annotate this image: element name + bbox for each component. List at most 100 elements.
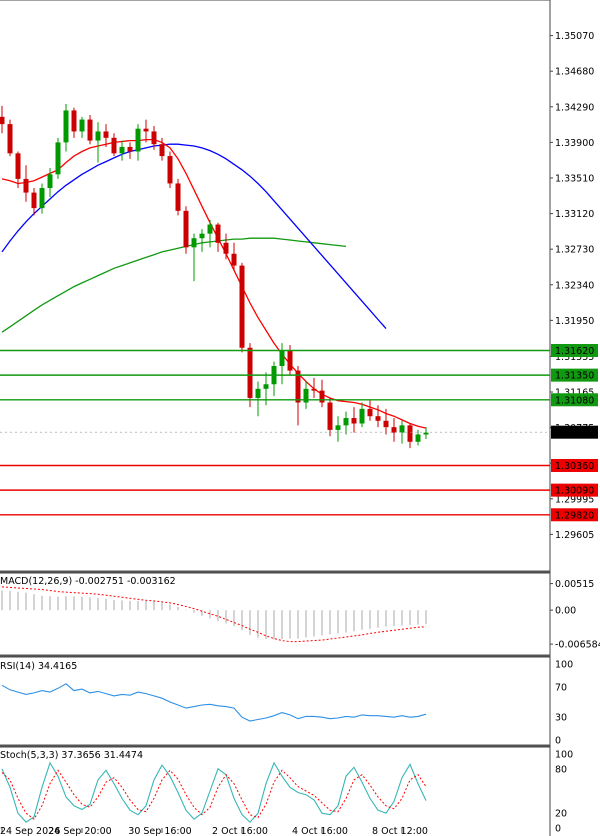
time-tick-label: 4 Oct 16:00	[292, 826, 348, 836]
candle-body	[399, 425, 405, 433]
rsi-tick-label: 100	[555, 660, 573, 671]
resistance-level-label: 1.31620	[555, 346, 594, 357]
price-tick-label: 1.29995	[555, 494, 594, 505]
stoch-tick-label: 100	[555, 750, 573, 761]
candle-body	[423, 432, 429, 435]
candle-body	[391, 427, 397, 433]
resistance-level-tag	[551, 343, 598, 357]
price-tick-label: 1.34290	[555, 102, 594, 113]
resistance-level-label: 1.31080	[555, 395, 594, 406]
price-tick-label: 1.32340	[555, 280, 594, 291]
candle-body	[215, 224, 221, 243]
time-tick-label: 2 Oct 16:00	[212, 826, 268, 836]
macd-tick-label: 0.00	[555, 606, 576, 617]
candle-body	[247, 347, 253, 398]
ma-fast-line	[1, 138, 427, 429]
stoch-signal-line	[1, 769, 427, 820]
candle-body	[367, 408, 373, 417]
support-level-label: 1.29820	[555, 510, 594, 521]
rsi-tick-label: 70	[555, 682, 567, 693]
candle-body	[375, 416, 381, 421]
candle-body	[63, 110, 69, 143]
resistance-level-tag	[551, 368, 598, 382]
candle-body	[95, 131, 101, 141]
price-tick-label: 1.31555	[555, 352, 594, 363]
price-tick-label: 1.34680	[555, 67, 594, 78]
candle-body	[311, 388, 317, 391]
support-level-tag	[551, 458, 598, 472]
candle-body	[415, 434, 421, 442]
candle-body	[319, 390, 325, 403]
time-tick-label: 8 Oct 12:00	[372, 826, 428, 836]
candle-body	[31, 192, 37, 209]
rsi-title: RSI(14) 34.4165	[0, 661, 77, 672]
rsi-tick-label: 30	[555, 713, 567, 724]
candle-body	[191, 238, 197, 248]
stoch-tick-label: 0	[555, 824, 561, 835]
current-price-tag	[551, 425, 598, 439]
candle-body	[39, 188, 45, 209]
candle-body	[295, 370, 301, 403]
candle-body	[383, 420, 389, 428]
stoch-tick-label: 20	[555, 809, 567, 820]
candle-body	[111, 137, 117, 154]
macd-tick-label: 0.00515	[555, 579, 594, 590]
resistance-level-label: 1.31350	[555, 371, 594, 382]
current-price-label: 1.30725	[555, 428, 594, 439]
candle-body	[7, 124, 13, 154]
candle-body	[71, 110, 77, 132]
candle-body	[343, 418, 349, 426]
price-tick-label: 1.33120	[555, 209, 594, 220]
candle-body	[199, 233, 205, 239]
candle-body	[0, 116, 5, 125]
candle-body	[287, 350, 293, 371]
candle-body	[55, 142, 61, 175]
stoch-title: Stoch(5,3,3) 37.3656 31.4474	[0, 750, 143, 761]
candle-body	[359, 408, 365, 424]
support-level-label: 1.30360	[555, 461, 594, 472]
candle-body	[127, 146, 133, 152]
time-tick-label: 24 Sep 2024	[0, 826, 60, 836]
candle-body	[183, 210, 189, 248]
candle-body	[87, 119, 93, 141]
candle-body	[167, 156, 173, 184]
candle-body	[279, 350, 285, 367]
stoch-main-line	[1, 761, 427, 823]
candle-body	[223, 242, 229, 254]
support-level-tag	[551, 483, 598, 497]
price-tick-label: 1.31165	[555, 388, 594, 399]
time-tick-label: 30 Sep 16:00	[128, 826, 191, 836]
candle-body	[207, 224, 213, 234]
candle-body	[103, 131, 109, 138]
resistance-level-tag	[551, 393, 598, 407]
candle-body	[23, 178, 29, 193]
candle-body	[239, 265, 245, 348]
price-tick-label: 1.33510	[555, 173, 594, 184]
ma-slow-line	[1, 237, 347, 333]
rsi-tick-label: 0	[555, 736, 561, 747]
candle-body	[15, 153, 21, 179]
candle-body	[151, 131, 157, 145]
candle-body	[175, 183, 181, 211]
macd-tick-label: -0.006584	[555, 640, 600, 651]
rsi-line	[1, 683, 427, 722]
candle-body	[335, 425, 341, 430]
candle-body	[231, 253, 237, 266]
candle-body	[303, 388, 309, 403]
macd-signal-line	[1, 586, 427, 643]
ma-mid-line	[1, 143, 387, 330]
candle-body	[327, 402, 333, 430]
macd-title: MACD(12,26,9) -0.002751 -0.003162	[0, 576, 176, 587]
support-level-tag	[551, 508, 598, 522]
price-tick-label: 1.33900	[555, 138, 594, 149]
candle-body	[135, 128, 141, 152]
candle-body	[255, 388, 261, 398]
candle-body	[79, 119, 85, 132]
price-tick-label: 1.29605	[555, 530, 594, 541]
time-tick-label: 26 Sep 20:00	[48, 826, 111, 836]
price-tick-label: 1.31950	[555, 316, 594, 327]
price-tick-label: 1.35070	[555, 31, 594, 42]
price-tick-label: 1.32730	[555, 245, 594, 256]
